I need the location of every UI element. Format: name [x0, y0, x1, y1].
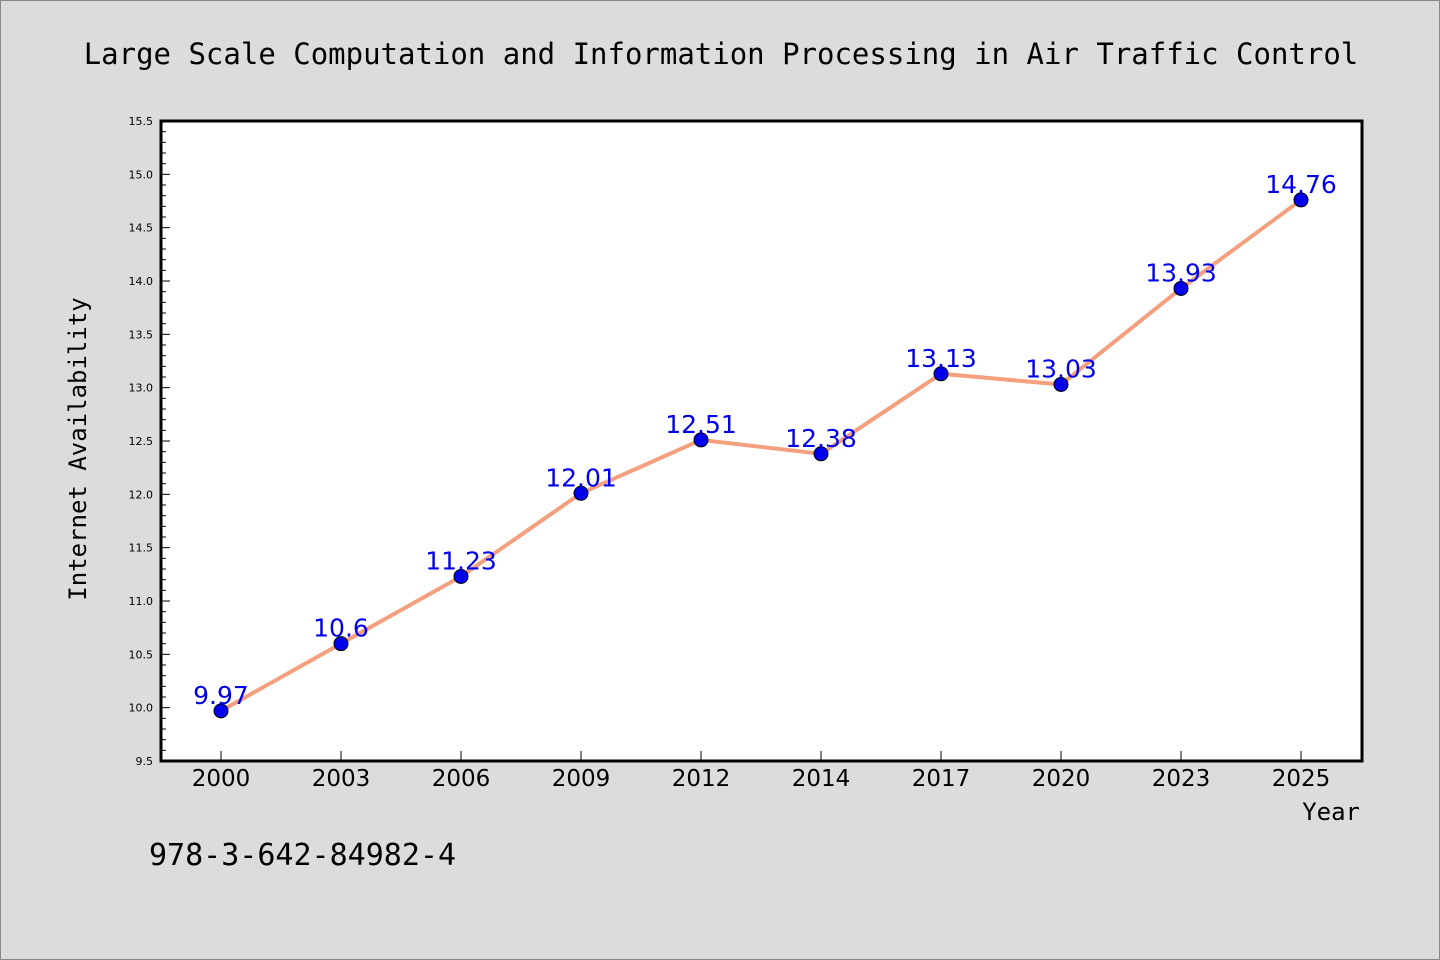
data-label: 12.38 [785, 424, 857, 453]
x-tick-label: 2012 [672, 766, 731, 792]
y-tick-label: 15.0 [129, 168, 154, 181]
y-tick-label: 13.0 [129, 382, 154, 395]
data-point [333, 636, 349, 652]
y-tick-label: 14.5 [129, 222, 154, 235]
x-tick-label: 2025 [1272, 766, 1331, 792]
y-tick-label: 11.5 [129, 542, 154, 555]
x-tick-label: 2009 [552, 766, 611, 792]
x-tick-label: 2020 [1032, 766, 1091, 792]
y-tick-label: 15.5 [129, 115, 154, 128]
data-point [573, 485, 589, 501]
data-label: 13.03 [1025, 354, 1097, 383]
x-axis-label: Year [1302, 798, 1360, 826]
y-tick-label: 12.5 [129, 435, 154, 448]
y-tick-label: 9.5 [136, 755, 154, 768]
data-point [1293, 192, 1309, 208]
y-tick-label: 13.5 [129, 328, 154, 341]
y-tick-label: 10.5 [129, 648, 154, 661]
chart-title: Large Scale Computation and Information … [84, 37, 1359, 71]
data-point [933, 366, 949, 382]
x-tick-label: 2006 [432, 766, 491, 792]
data-label: 12.01 [545, 463, 617, 492]
x-tick-label: 2023 [1152, 766, 1211, 792]
isbn-footnote: 978-3-642-84982-4 [149, 838, 456, 873]
y-axis: 9.5 10.0 10.5 11.0 11.5 12.0 12.5 13.0 13.5 14.0 1… [129, 115, 170, 768]
x-tick-label: 2017 [912, 766, 971, 792]
x-tick-label: 2000 [192, 766, 251, 792]
x-tick-label: 2014 [792, 766, 851, 792]
data-point [453, 568, 469, 584]
series-line [219, 197, 1303, 713]
data-label: 12.51 [665, 410, 737, 439]
y-tick-label: 10.0 [129, 702, 154, 715]
data-label: 10.6 [313, 614, 369, 643]
y-axis-label: Internet Availability [64, 297, 92, 600]
data-point [693, 432, 709, 448]
data-label: 11.23 [425, 546, 497, 575]
data-label: 13.13 [905, 344, 977, 373]
y-tick-label: 11.0 [129, 595, 154, 608]
data-label: 13.93 [1145, 258, 1217, 287]
x-tick-label: 2003 [312, 766, 371, 792]
series-layer: 9.97 10.6 11.23 12.01 12.51 12.38 13.13 13.03 13… [193, 170, 1337, 719]
x-axis: 2000 2003 2006 2009 2012 2014 2017 2020 2023 2025 [192, 751, 1331, 792]
plot-area [159, 119, 1364, 763]
data-point [813, 446, 829, 462]
y-tick-label: 14.0 [129, 275, 154, 288]
data-point [1173, 280, 1189, 296]
y-tick-label: 12.0 [129, 488, 154, 501]
data-label: 14.76 [1265, 170, 1337, 199]
data-label: 9.97 [193, 681, 249, 710]
data-point [1053, 376, 1069, 392]
data-point [213, 703, 229, 719]
